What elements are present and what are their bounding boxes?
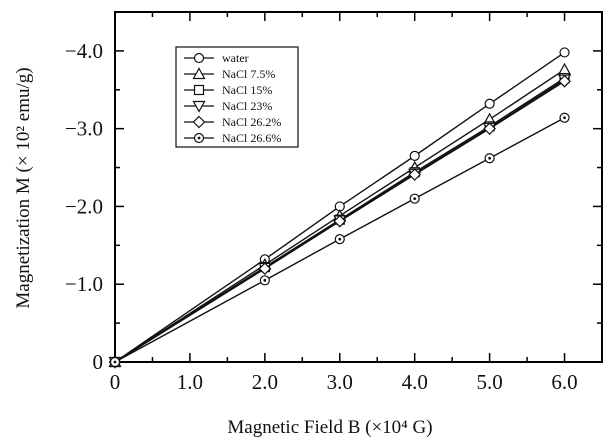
- legend-label-3: NaCl 23%: [222, 99, 272, 113]
- series-line-5: [114, 117, 565, 363]
- y-tick-label-4: −4.0: [65, 39, 103, 63]
- series-5-point-0-dot: [113, 360, 117, 364]
- x-tick-label-6: 6.0: [551, 370, 577, 394]
- legend-marker-4: [192, 115, 206, 129]
- legend-marker-3: [192, 100, 206, 113]
- y-tick-label-3: −3.0: [65, 117, 103, 141]
- plot-frame: [114, 11, 603, 363]
- series-line-4: [114, 80, 565, 363]
- legend-label-1: NaCl 7.5%: [222, 67, 275, 81]
- series-0-point-3: [409, 150, 420, 161]
- legend-item-1: NaCl 7.5%: [184, 67, 275, 81]
- x-axis-label: Magnetic Field B (×10⁴ G): [227, 417, 432, 438]
- series-5-point-3-dot: [413, 197, 417, 201]
- series-line-0: [114, 51, 565, 363]
- x-tick-label-2: 2.0: [252, 370, 278, 394]
- series-4-point-5: [558, 74, 571, 88]
- tick-labels: 0 1.0 2.0 3.0 4.0 5.0 6.0 0 −1.0 −2.0 −3.0 −4.0: [65, 39, 578, 394]
- legend-item-5: NaCl 26.6%: [184, 131, 281, 145]
- x-tick-label-4: 4.0: [402, 370, 428, 394]
- x-tick-label-3: 3.0: [327, 370, 353, 394]
- legend-label-2: NaCl 15%: [222, 83, 272, 97]
- legend-item-3: NaCl 23%: [184, 99, 272, 113]
- series-0-point-5: [559, 47, 570, 58]
- legend-label-5: NaCl 26.6%: [222, 131, 281, 145]
- series-0-point-4: [484, 98, 495, 109]
- legend-item-0: water: [184, 51, 249, 65]
- x-tick-label-1: 1.0: [177, 370, 203, 394]
- legend-label-4: NaCl 26.2%: [222, 115, 281, 129]
- x-tick-label-5: 5.0: [476, 370, 502, 394]
- axis-ticks: [114, 12, 602, 363]
- series-4-point-2: [333, 214, 347, 228]
- series-5-point-2-dot: [338, 237, 342, 241]
- y-tick-label-2: −2.0: [65, 194, 103, 218]
- legend-marker-5-dot: [197, 136, 201, 140]
- legend-marker-2: [193, 84, 205, 96]
- series-5: [109, 112, 570, 368]
- series-4-point-1: [258, 262, 272, 276]
- legend: water NaCl 7.5% NaCl 15% NaCl 23% NaCl 26.2%…: [175, 46, 299, 148]
- series-5-point-5-dot: [563, 116, 566, 120]
- legend-marker-1: [192, 67, 206, 80]
- y-tick-label-0: 0: [93, 350, 104, 374]
- series-1-point-5: [558, 62, 572, 75]
- legend-item-2: NaCl 15%: [184, 83, 272, 97]
- series-4-point-4: [483, 122, 496, 136]
- x-tick-label-0: 0: [110, 370, 121, 394]
- legend-label-0: water: [222, 51, 249, 65]
- y-axis-label: Magnetization M (× 10² emu/g): [13, 67, 34, 308]
- series-5-point-1-dot: [263, 278, 267, 282]
- series-5-point-4-dot: [488, 156, 492, 160]
- series-line-1: [114, 68, 565, 363]
- data-series: [108, 47, 572, 369]
- legend-item-4: NaCl 26.2%: [184, 115, 281, 129]
- series-4-point-3: [408, 168, 422, 181]
- legend-box: [175, 46, 299, 148]
- y-tick-label-1: −1.0: [65, 272, 103, 296]
- legend-marker-0: [193, 52, 205, 64]
